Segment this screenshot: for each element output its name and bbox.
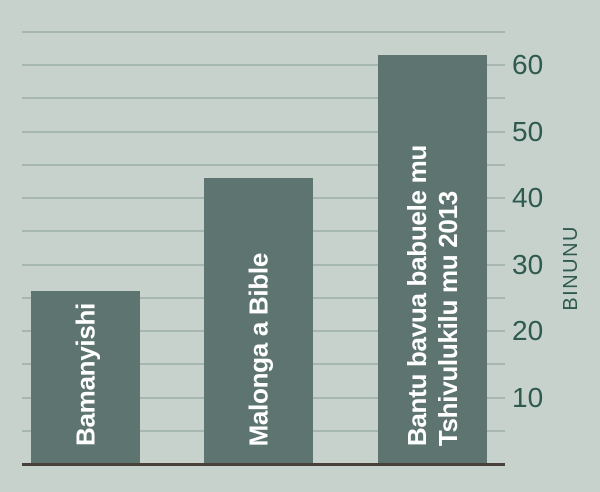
x-axis-baseline [22,463,505,466]
y-tick-label: 60 [512,49,544,81]
bar-label: Malonga a Bible [243,252,273,446]
y-tick-label: 40 [512,182,544,214]
y-tick-label: 50 [512,115,544,147]
bar-label: Bamanyishi [70,303,100,446]
y-tick-label: 20 [512,315,544,347]
bar-label: Bantu bavua babuele mu Tshivulukilu mu 2… [401,144,463,446]
y-axis-title: BINUNU [560,225,582,311]
gridline [22,31,505,33]
gridline [22,64,505,67]
y-tick-label: 30 [512,248,544,280]
gridline [22,130,505,133]
gridline [22,97,505,100]
y-tick-label: 10 [512,381,544,413]
bar: Bamanyishi [31,291,140,463]
gridline [22,163,505,166]
bar: Malonga a Bible [204,178,313,463]
bar: Bantu bavua babuele mu Tshivulukilu mu 2… [378,55,487,463]
